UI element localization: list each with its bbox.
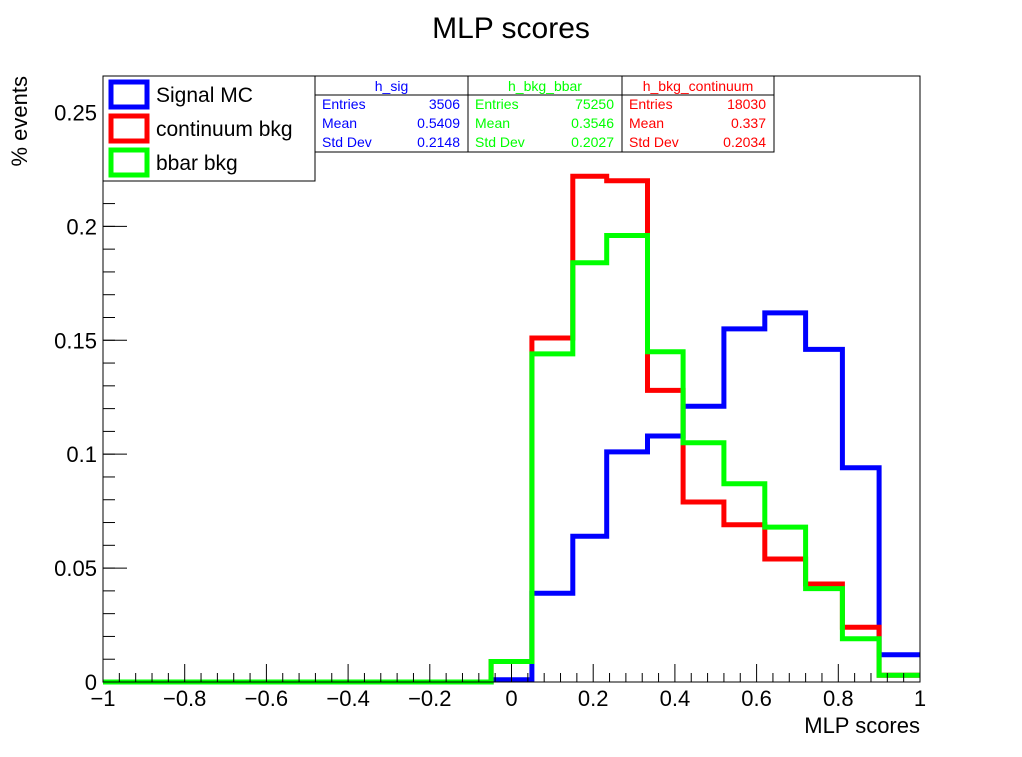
- stat-box-title: h_bkg_bbar: [508, 78, 582, 94]
- y-tick-label: 0.1: [66, 442, 97, 467]
- stat-label: Entries: [629, 96, 673, 112]
- stat-box-h-sig: h_sig Entries 3506 Mean 0.5409 Std Dev 0.2148: [314, 75, 469, 153]
- axes-layer: −1 −0.8 −0.6 −0.4 −0.2 0 0.2 0.4 0.6 0.8 1 0 0.05 0.1…: [54, 89, 926, 711]
- x-tick-label: −0.6: [245, 686, 288, 711]
- legend-label-continuum-bkg: continuum bkg: [156, 118, 293, 141]
- stat-label: Std Dev: [629, 134, 679, 150]
- x-tick-label: 0.6: [741, 686, 772, 711]
- legend-swatch-signal-mc: [108, 79, 150, 110]
- stat-value: 75250: [575, 96, 614, 112]
- stat-value: 18030: [727, 96, 766, 112]
- x-tick-label: 0.4: [660, 686, 691, 711]
- legend-swatch-bbar-bkg: [108, 147, 150, 178]
- stat-label: Entries: [475, 96, 519, 112]
- y-axis-label: % events: [7, 76, 32, 167]
- stat-box-frame: [621, 75, 775, 153]
- stat-label: Std Dev: [322, 134, 372, 150]
- x-tick-label: 0.2: [578, 686, 609, 711]
- y-tick-label: 0.15: [54, 328, 97, 353]
- legend-swatch-continuum-bkg: [108, 113, 150, 144]
- series-continuum-bkg: [103, 173, 920, 685]
- x-axis-label: MLP scores: [804, 713, 920, 738]
- stat-value: 0.2034: [723, 134, 766, 150]
- stat-label: Entries: [322, 96, 366, 112]
- stat-box-title: h_sig: [375, 78, 408, 94]
- x-tick-label: −0.8: [163, 686, 206, 711]
- stat-value: 0.2027: [571, 134, 614, 150]
- stat-label: Std Dev: [475, 134, 525, 150]
- chart-title: MLP scores: [432, 12, 590, 45]
- legend-label-signal-mc: Signal MC: [156, 84, 253, 107]
- legend: Signal MC continuum bkg bbar bkg: [102, 75, 316, 182]
- stat-value: 0.3546: [571, 115, 614, 131]
- stat-value: 3506: [429, 96, 460, 112]
- y-tick-label: 0.2: [66, 214, 97, 239]
- stat-value: 0.5409: [417, 115, 460, 131]
- stat-value: 0.2148: [417, 134, 460, 150]
- y-tick-label: 0.25: [54, 100, 97, 125]
- x-tick-label: 0: [505, 686, 517, 711]
- series-layer: [103, 173, 920, 685]
- x-tick-label: 0.8: [823, 686, 854, 711]
- series-bbar-bkg: [103, 233, 920, 685]
- legend-box: [102, 75, 316, 182]
- y-tick-label: 0: [85, 670, 97, 695]
- x-tick-label: −0.4: [326, 686, 369, 711]
- x-tick-label: −1: [90, 686, 115, 711]
- y-tick-label: 0.05: [54, 556, 97, 581]
- x-tick-label: 1: [914, 686, 926, 711]
- series-signal-mc: [103, 310, 920, 685]
- stat-label: Mean: [322, 115, 357, 131]
- stat-box-title: h_bkg_continuum: [643, 78, 754, 94]
- x-tick-label: −0.2: [408, 686, 451, 711]
- stat-box-frame: [314, 75, 469, 153]
- stat-label: Mean: [629, 115, 664, 131]
- legend-label-bbar-bkg: bbar bkg: [156, 152, 238, 175]
- stat-box-frame: [467, 75, 623, 153]
- stat-box-h-bkg-continuum: h_bkg_continuum Entries 18030 Mean 0.337 Std …: [621, 75, 775, 153]
- stat-value: 0.337: [731, 115, 766, 131]
- stat-box-h-bkg-bbar: h_bkg_bbar Entries 75250 Mean 0.3546 Std Dev 0…: [467, 75, 623, 153]
- stat-label: Mean: [475, 115, 510, 131]
